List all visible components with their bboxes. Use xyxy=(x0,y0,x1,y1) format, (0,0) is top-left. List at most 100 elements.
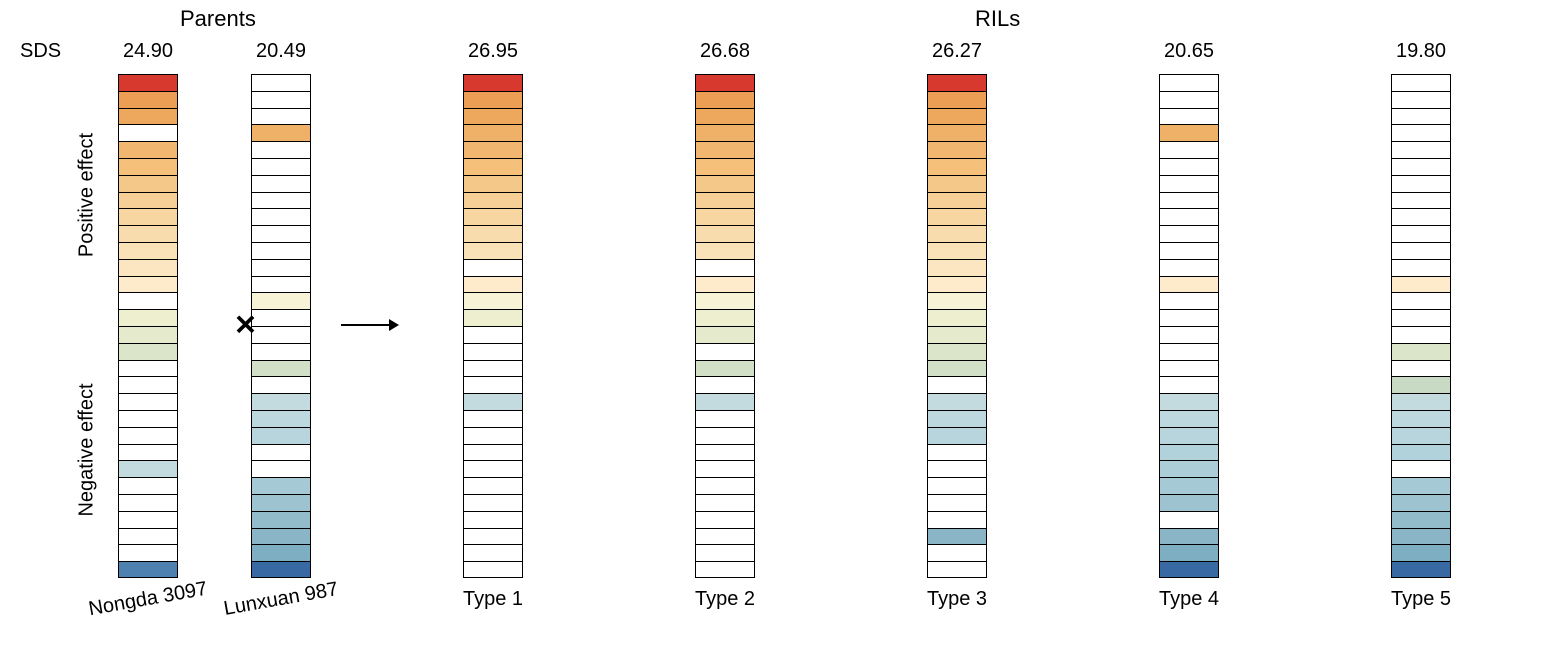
cell xyxy=(463,158,523,175)
cell xyxy=(927,511,987,528)
cell xyxy=(1391,309,1451,326)
cell xyxy=(1159,225,1219,242)
cell xyxy=(118,208,178,225)
cell xyxy=(251,544,311,561)
cell xyxy=(463,326,523,343)
parents-header: Parents xyxy=(180,6,256,32)
cell xyxy=(927,74,987,91)
cell xyxy=(1391,544,1451,561)
cell xyxy=(927,561,987,578)
value-type-5: 19.80 xyxy=(1396,40,1446,63)
value-lunxuan-987: 20.49 xyxy=(256,40,306,63)
cell xyxy=(251,141,311,158)
cell xyxy=(1391,376,1451,393)
cell xyxy=(251,108,311,125)
cell xyxy=(695,158,755,175)
cell xyxy=(1159,175,1219,192)
cell xyxy=(1159,444,1219,461)
cell xyxy=(927,427,987,444)
cell xyxy=(695,477,755,494)
cell xyxy=(251,91,311,108)
cell xyxy=(463,124,523,141)
cell xyxy=(695,410,755,427)
cell xyxy=(251,511,311,528)
cell xyxy=(1159,192,1219,209)
cell xyxy=(1391,192,1451,209)
cell xyxy=(463,360,523,377)
cell xyxy=(1159,494,1219,511)
cell xyxy=(463,225,523,242)
cell xyxy=(927,444,987,461)
cell xyxy=(1391,494,1451,511)
cell xyxy=(118,242,178,259)
label-type-2: Type 2 xyxy=(695,588,755,611)
cell xyxy=(251,376,311,393)
cell xyxy=(1391,343,1451,360)
cell xyxy=(251,360,311,377)
cell xyxy=(927,376,987,393)
cell xyxy=(927,477,987,494)
bar-type-1 xyxy=(463,74,523,578)
cell xyxy=(695,108,755,125)
cell xyxy=(927,276,987,293)
rils-header: RILs xyxy=(975,6,1020,32)
cell xyxy=(251,427,311,444)
cell xyxy=(463,141,523,158)
cell xyxy=(118,427,178,444)
cell xyxy=(463,544,523,561)
label-lunxuan-987: Lunxuan 987 xyxy=(222,578,340,621)
cell xyxy=(251,460,311,477)
cell xyxy=(927,141,987,158)
cell xyxy=(927,494,987,511)
cell xyxy=(1391,242,1451,259)
sds-label: SDS xyxy=(20,40,61,63)
cell xyxy=(118,477,178,494)
cell xyxy=(251,276,311,293)
cell xyxy=(927,175,987,192)
cell xyxy=(118,124,178,141)
cell xyxy=(463,444,523,461)
cell xyxy=(251,208,311,225)
cell xyxy=(1159,242,1219,259)
cell xyxy=(695,74,755,91)
cell xyxy=(251,410,311,427)
cell xyxy=(118,309,178,326)
cell xyxy=(1159,208,1219,225)
cell xyxy=(1391,141,1451,158)
cell xyxy=(251,444,311,461)
cell xyxy=(251,259,311,276)
cell xyxy=(118,225,178,242)
cell xyxy=(1391,444,1451,461)
cell xyxy=(927,292,987,309)
cell xyxy=(118,158,178,175)
cell xyxy=(251,292,311,309)
cell xyxy=(1159,309,1219,326)
cell xyxy=(695,91,755,108)
cell xyxy=(118,141,178,158)
cell xyxy=(1159,561,1219,578)
cell xyxy=(463,276,523,293)
cell xyxy=(1391,460,1451,477)
cell xyxy=(695,528,755,545)
cell xyxy=(118,175,178,192)
cell xyxy=(1159,477,1219,494)
cell xyxy=(118,259,178,276)
cell xyxy=(463,259,523,276)
cell xyxy=(1391,477,1451,494)
cell xyxy=(927,309,987,326)
cell xyxy=(1391,326,1451,343)
bar-type-5 xyxy=(1391,74,1451,578)
cell xyxy=(927,393,987,410)
cell xyxy=(695,208,755,225)
cell xyxy=(1391,124,1451,141)
cell xyxy=(695,242,755,259)
cell xyxy=(1159,376,1219,393)
value-type-3: 26.27 xyxy=(932,40,982,63)
cell xyxy=(695,360,755,377)
cell xyxy=(1159,91,1219,108)
cell xyxy=(251,158,311,175)
cell xyxy=(251,309,311,326)
cell xyxy=(1391,511,1451,528)
cell xyxy=(695,175,755,192)
cell xyxy=(695,124,755,141)
